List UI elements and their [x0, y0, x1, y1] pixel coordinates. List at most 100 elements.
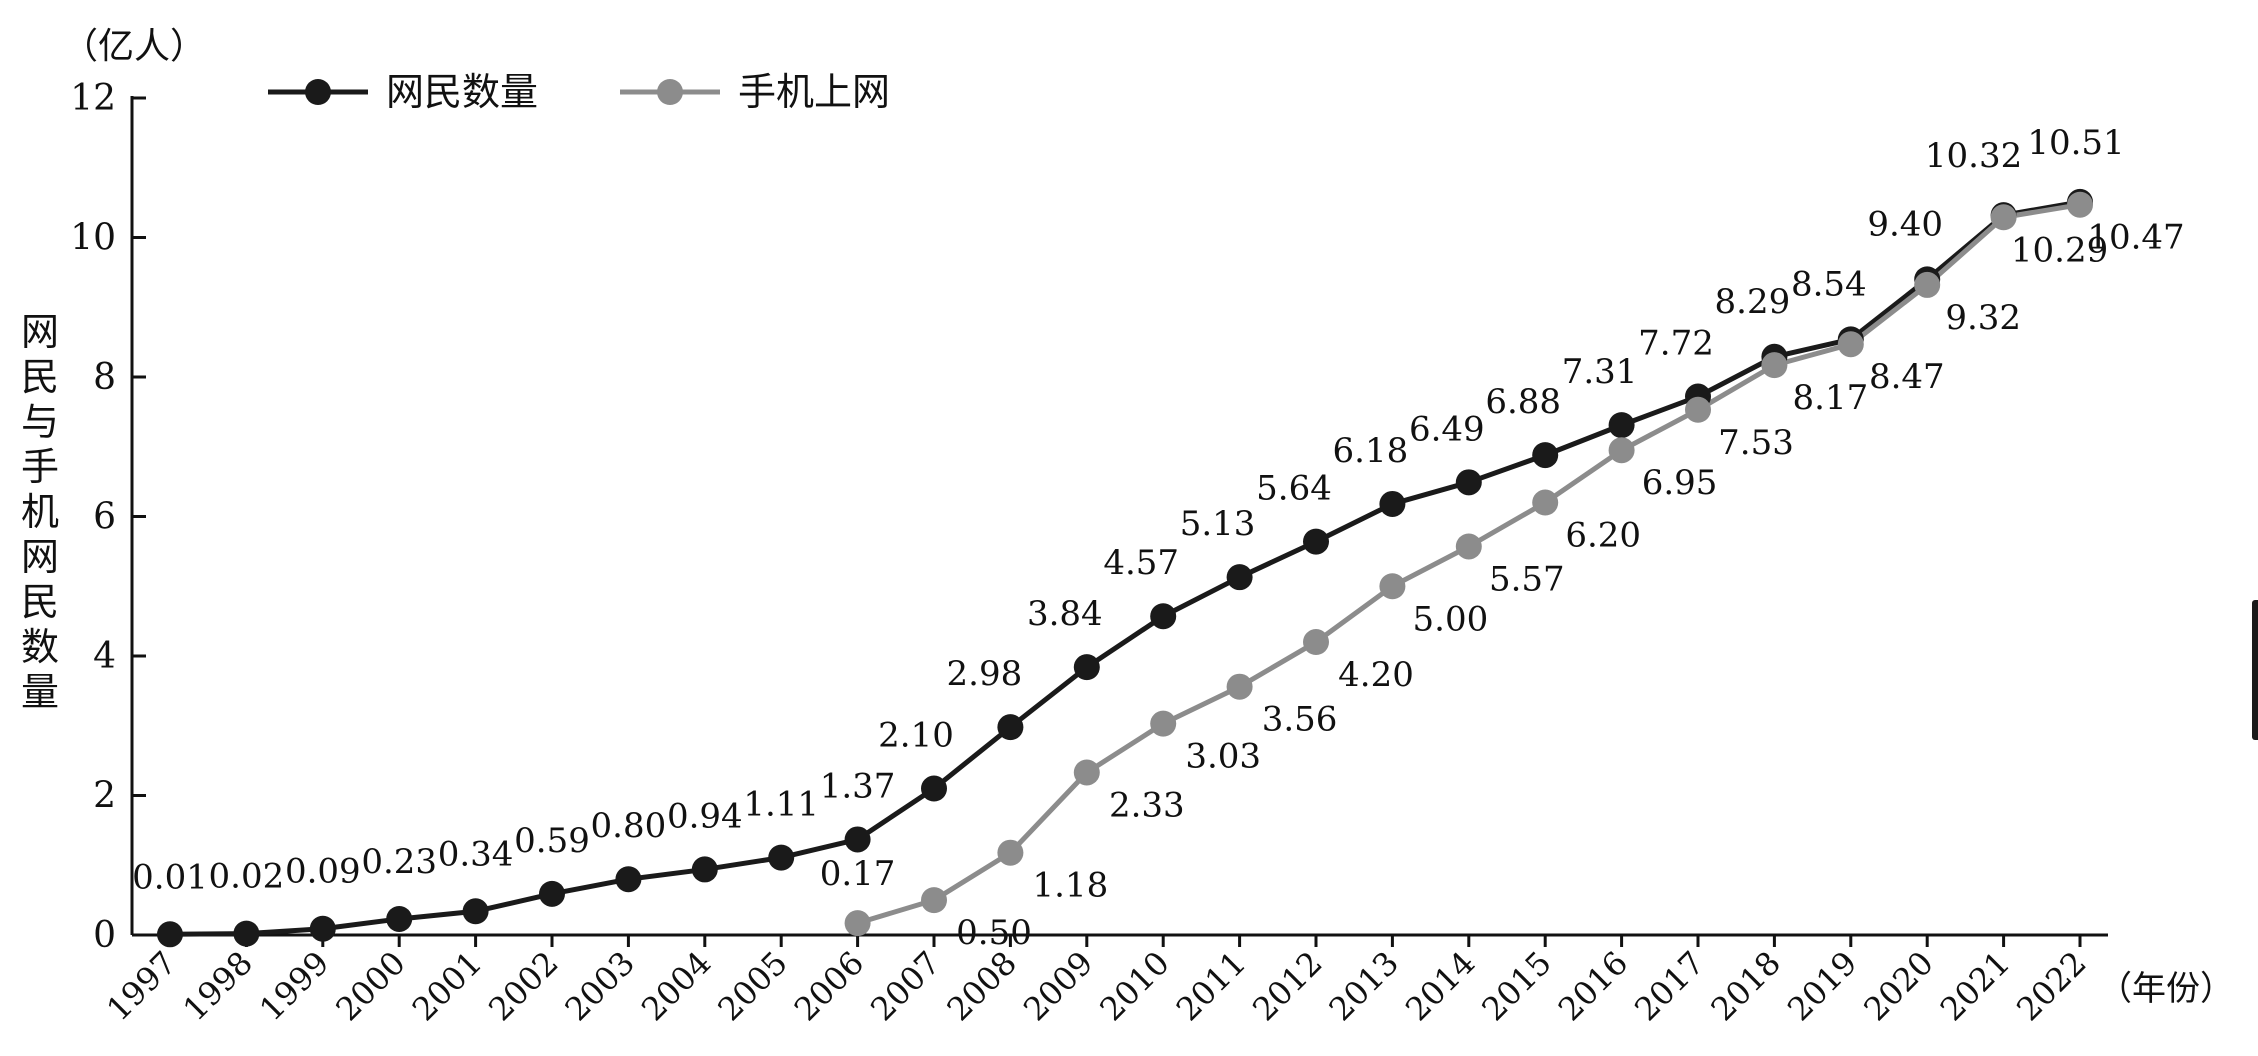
x-tick-label: 2016	[1551, 944, 1635, 1028]
data-label-1: 3.03	[1185, 737, 1261, 777]
data-label-1: 3.56	[1262, 700, 1338, 740]
data-point-1	[1761, 352, 1788, 379]
data-label-0: 9.40	[1867, 204, 1943, 244]
legend: 网民数量 手机上网	[268, 70, 890, 114]
y-tick-label: 12	[70, 78, 116, 119]
data-point-0	[615, 866, 642, 893]
data-point-0	[1303, 528, 1329, 555]
data-label-0: 7.72	[1638, 324, 1714, 364]
data-point-0	[1532, 442, 1559, 469]
data-point-0	[309, 915, 336, 942]
data-point-0	[691, 856, 718, 883]
data-label-0: 8.29	[1715, 282, 1791, 322]
legend-marker-0	[305, 79, 331, 105]
x-unit-label: （年份）	[2098, 969, 2234, 1009]
data-point-1	[1150, 710, 1177, 737]
data-label-0: 1.11	[743, 785, 819, 825]
y-tick-label: 8	[93, 357, 116, 398]
data-point-0	[462, 898, 489, 925]
y-axis-title-char: 民	[21, 355, 59, 399]
data-label-0: 7.31	[1562, 352, 1638, 392]
legend-label-0: 网民数量	[386, 70, 538, 114]
data-label-0: 6.49	[1409, 409, 1485, 449]
y-axis-title-char: 网	[21, 535, 59, 579]
x-tick-label: 2006	[787, 944, 871, 1028]
scroll-edge	[2252, 600, 2258, 740]
data-label-0: 0.23	[361, 842, 437, 882]
x-tick-label: 1999	[252, 944, 336, 1028]
y-tick-label: 6	[93, 497, 116, 538]
x-tick-label: 2005	[710, 944, 794, 1028]
y-tick-label: 2	[93, 776, 116, 817]
x-tick-label: 2012	[1245, 944, 1329, 1028]
data-labels: 0.01 0.02 0.09 0.23 0.34 0.59 0.80 0.94 1.11 1.37…	[132, 123, 2185, 953]
x-tick-label: 2002	[481, 944, 565, 1028]
data-point-1	[1914, 271, 1941, 298]
data-point-0	[844, 826, 871, 853]
data-label-0: 3.84	[1027, 594, 1103, 634]
x-tick-label: 2021	[1933, 944, 2017, 1028]
x-tick-label: 2008	[940, 944, 1024, 1028]
x-tick-label: 2007	[863, 944, 947, 1028]
data-label-0: 8.54	[1791, 264, 1867, 304]
y-axis-title-char: 手	[21, 445, 59, 489]
data-label-0: 10.51	[2027, 123, 2124, 163]
data-label-1: 5.00	[1413, 599, 1489, 639]
data-label-1: 6.95	[1642, 463, 1718, 503]
data-label-1: 10.47	[2087, 218, 2184, 258]
data-point-1	[1608, 437, 1635, 464]
y-tick-label: 0	[93, 915, 116, 956]
y-axis-title-char: 网	[21, 310, 59, 354]
data-label-1: 8.47	[1869, 357, 1945, 397]
x-tick-label: 1998	[176, 944, 260, 1028]
y-axis-title-char: 量	[21, 670, 59, 714]
data-point-0	[1150, 603, 1177, 630]
legend-marker-1	[657, 79, 683, 105]
data-point-0	[233, 920, 260, 947]
data-point-0	[768, 844, 795, 871]
x-tick-label: 2013	[1322, 944, 1406, 1028]
data-point-1	[844, 910, 871, 937]
data-label-1: 0.50	[956, 913, 1032, 953]
data-label-0: 2.10	[878, 716, 954, 756]
data-label-0: 0.80	[591, 806, 667, 846]
x-tick-label: 2020	[1856, 944, 1940, 1028]
legend-label-1: 手机上网	[738, 70, 890, 114]
data-label-1: 4.20	[1338, 655, 1414, 695]
y-axis-title-char: 与	[21, 400, 59, 444]
data-label-1: 1.18	[1033, 866, 1109, 906]
data-label-1: 0.17	[820, 854, 896, 894]
data-label-0: 5.64	[1256, 469, 1332, 509]
x-tick-label: 2004	[634, 944, 718, 1028]
data-label-1: 10.29	[2011, 230, 2108, 270]
data-point-1	[1455, 533, 1482, 560]
x-tick-label: 2019	[1780, 944, 1864, 1028]
data-label-0: 0.01	[132, 857, 208, 897]
data-label-0: 10.32	[1925, 136, 2022, 176]
y-axis-title-char: 数	[21, 625, 59, 669]
data-point-1	[1837, 331, 1864, 358]
data-label-0: 6.18	[1333, 431, 1409, 471]
x-tick-label: 2003	[558, 944, 642, 1028]
data-point-0	[997, 714, 1024, 741]
x-tick-label: 2010	[1092, 944, 1176, 1028]
data-point-1	[1303, 629, 1329, 656]
data-point-0	[386, 905, 413, 932]
data-label-0: 0.09	[285, 852, 361, 892]
data-label-1: 7.53	[1718, 423, 1794, 463]
x-tick-label: 2017	[1627, 944, 1711, 1028]
x-tick-label: 2001	[405, 944, 489, 1028]
x-tick-label: 2014	[1398, 944, 1482, 1028]
data-point-1	[997, 839, 1024, 866]
y-tick-label: 4	[93, 636, 116, 677]
data-label-1: 9.32	[1945, 298, 2021, 338]
data-point-0	[1379, 490, 1406, 517]
data-point-1	[1990, 204, 2017, 231]
data-point-0	[1073, 654, 1100, 681]
data-point-1	[1226, 673, 1253, 700]
data-label-0: 2.98	[947, 654, 1023, 694]
data-point-1	[1685, 396, 1711, 423]
data-label-1: 8.17	[1793, 378, 1869, 418]
